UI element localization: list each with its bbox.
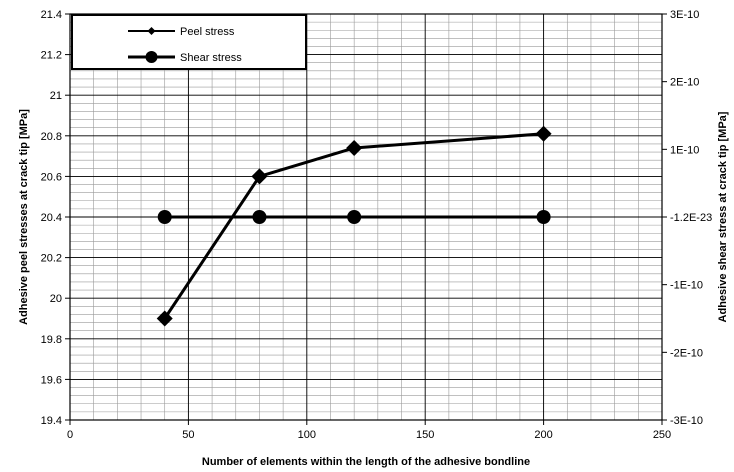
left-y-axis-ticks: 19.4 19.6 19.8 20 20.2 20.4 20.6 20.8 21 21.2 21.4 bbox=[41, 9, 70, 427]
left-y-tick-label: 20.2 bbox=[41, 253, 62, 265]
peel-stress-point bbox=[251, 168, 268, 185]
right-y-tick-label: -3E-10 bbox=[670, 415, 703, 427]
right-y-tick-label: 3E-10 bbox=[670, 9, 699, 21]
legend-shear-label: Shear stress bbox=[180, 52, 242, 64]
legend-box bbox=[71, 14, 307, 70]
right-y-axis-ticks: -3E-10 -2E-10 -1E-10 -1.2E-23 1E-10 2E-10 3E-1… bbox=[662, 9, 712, 427]
legend-shear-marker bbox=[145, 51, 158, 63]
left-y-tick-label: 19.8 bbox=[41, 334, 62, 346]
peel-stress-point bbox=[535, 125, 552, 142]
right-y-tick-label: -1E-10 bbox=[670, 280, 703, 292]
x-axis-title: Number of elements within the length of … bbox=[202, 456, 530, 468]
series-layer bbox=[156, 125, 552, 327]
right-y-tick-label: -2E-10 bbox=[670, 347, 703, 359]
left-y-tick-label: 19.4 bbox=[41, 415, 62, 427]
left-y-axis-title: Adhesive peel stresses at crack tip [MPa… bbox=[18, 109, 30, 325]
left-y-tick-label: 21 bbox=[50, 90, 62, 102]
left-y-tick-label: 20 bbox=[50, 293, 62, 305]
left-y-tick-label: 20.6 bbox=[41, 171, 62, 183]
left-y-tick-label: 21.4 bbox=[41, 9, 62, 21]
shear-stress-point bbox=[347, 210, 362, 224]
left-y-tick-label: 20.8 bbox=[41, 131, 62, 143]
shear-stress-point bbox=[252, 210, 267, 224]
left-y-tick-label: 19.6 bbox=[41, 374, 62, 386]
x-tick-label: 100 bbox=[298, 429, 316, 441]
x-tick-label: 50 bbox=[182, 429, 194, 441]
right-y-axis-title: Adhesive shear stress at crack tip [MPa] bbox=[717, 111, 729, 322]
left-y-tick-label: 20.4 bbox=[41, 212, 62, 224]
legend-peel-marker bbox=[147, 27, 156, 35]
left-y-tick-label: 21.2 bbox=[41, 50, 62, 62]
legend-peel-label: Peel stress bbox=[180, 26, 235, 38]
legend: Peel stress Shear stress bbox=[71, 14, 307, 70]
x-tick-label: 200 bbox=[534, 429, 552, 441]
x-tick-label: 150 bbox=[416, 429, 434, 441]
x-tick-label: 0 bbox=[67, 429, 73, 441]
right-y-tick-label: 2E-10 bbox=[670, 77, 699, 89]
shear-stress-point bbox=[157, 210, 172, 224]
shear-stress-point bbox=[536, 210, 551, 224]
right-y-tick-label: 1E-10 bbox=[670, 144, 699, 156]
right-y-tick-label: -1.2E-23 bbox=[670, 212, 712, 224]
peel-stress-point bbox=[346, 139, 363, 156]
x-axis-ticks: 0 50 100 150 200 250 bbox=[67, 420, 671, 441]
x-tick-label: 250 bbox=[653, 429, 671, 441]
peel-stress-point bbox=[156, 310, 173, 327]
peel-stress-line bbox=[163, 132, 544, 320]
